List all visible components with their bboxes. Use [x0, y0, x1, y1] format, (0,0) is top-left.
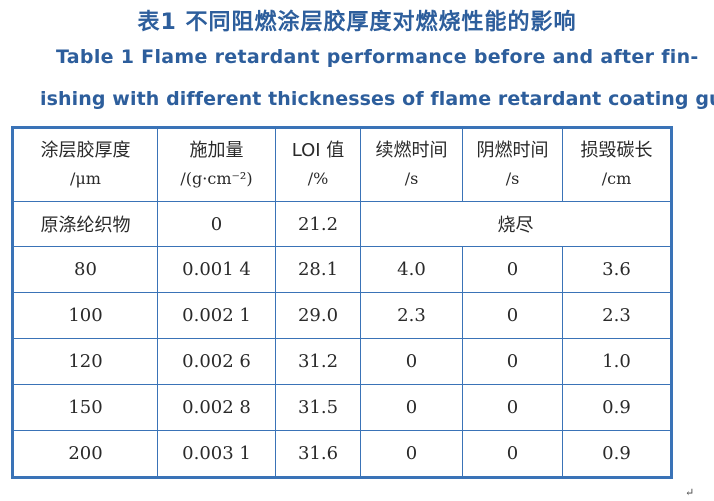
header-label: 续燃时间	[375, 140, 448, 161]
table-cell: 29.0	[275, 292, 361, 339]
header-label: 阴燃时间	[476, 140, 549, 161]
table-cell: 0	[157, 201, 276, 247]
table-header-row: 涂层胶厚度/μm 施加量 /(g·cm⁻²) LOI 值 /% 续燃时间/s 阴燃时…	[11, 127, 673, 202]
paragraph-return-mark: ↵	[685, 486, 695, 499]
table-cell: 0	[462, 338, 563, 385]
table-cell: 0	[462, 384, 563, 431]
table-cell: 0.9	[562, 430, 673, 478]
table-cell: 2.3	[360, 292, 463, 339]
table-cell: 4.0	[360, 246, 463, 293]
header-unit: /s	[404, 169, 419, 188]
header-label: 损毁碳长	[580, 140, 653, 161]
header-unit: /cm	[601, 169, 632, 188]
table-row: 200 0.003 1 31.6 0 0 0.9	[11, 430, 673, 478]
table-cell: 0.9	[562, 384, 673, 431]
table-cell: 0	[360, 384, 463, 431]
table-cell: 0.002 6	[157, 338, 276, 385]
header-cell: 损毁碳长/cm	[562, 127, 673, 202]
table-cell: 31.2	[275, 338, 361, 385]
table-cell: 1.0	[562, 338, 673, 385]
table-cell: 0	[360, 338, 463, 385]
header-label: 涂层胶厚度	[40, 140, 131, 161]
table-cell: 0	[462, 430, 563, 478]
table-cell: 80	[11, 246, 158, 293]
table-cell: 200	[11, 430, 158, 478]
table-cell: 0.002 8	[157, 384, 276, 431]
table-cell: 3.6	[562, 246, 673, 293]
table-row: 120 0.002 6 31.2 0 0 1.0	[11, 338, 673, 385]
table-cell: 28.1	[275, 246, 361, 293]
header-unit: /s	[505, 169, 520, 188]
header-cell: 续燃时间/s	[360, 127, 463, 202]
table-row-original-fabric: 原涤纶织物 0 21.2 烧尽	[11, 201, 673, 247]
table-row: 80 0.001 4 28.1 4.0 0 3.6	[11, 246, 673, 293]
table-cell: 0	[360, 430, 463, 478]
table-row: 100 0.002 1 29.0 2.3 0 2.3	[11, 292, 673, 339]
table-cell: 0.002 1	[157, 292, 276, 339]
table-cell: 100	[11, 292, 158, 339]
table-cell: 原涤纶织物	[11, 201, 158, 247]
header-cell: 涂层胶厚度/μm	[11, 127, 158, 202]
table-cell: 2.3	[562, 292, 673, 339]
table-cell: 21.2	[275, 201, 361, 247]
table-cell: 31.5	[275, 384, 361, 431]
header-cell: LOI 值 /%	[275, 127, 361, 202]
table-cell: 0	[462, 246, 563, 293]
header-cell: 阴燃时间/s	[462, 127, 563, 202]
table-cell: 0.001 4	[157, 246, 276, 293]
table-row: 150 0.002 8 31.5 0 0 0.9	[11, 384, 673, 431]
table-cell: 120	[11, 338, 158, 385]
flame-retardant-table: 涂层胶厚度/μm 施加量 /(g·cm⁻²) LOI 值 /% 续燃时间/s 阴燃时…	[11, 126, 673, 479]
header-label: LOI 值	[291, 140, 345, 161]
header-cell: 施加量 /(g·cm⁻²)	[157, 127, 276, 202]
header-unit: /%	[307, 169, 329, 188]
header-unit: /μm	[70, 169, 101, 188]
table-cell: 31.6	[275, 430, 361, 478]
table-cell: 150	[11, 384, 158, 431]
header-label: 施加量	[189, 140, 244, 161]
header-unit: /(g·cm⁻²)	[180, 169, 253, 188]
table-cell: 0.003 1	[157, 430, 276, 478]
table-title-english-line-2: ishing with different thicknesses of fla…	[40, 88, 714, 110]
table-title-english-line-1: Table 1 Flame retardant performance befo…	[56, 46, 699, 68]
table-cell: 0	[462, 292, 563, 339]
merged-cell-burnt-out: 烧尽	[360, 201, 673, 247]
table-title-chinese: 表1 不同阻燃涂层胶厚度对燃烧性能的影响	[137, 10, 577, 35]
